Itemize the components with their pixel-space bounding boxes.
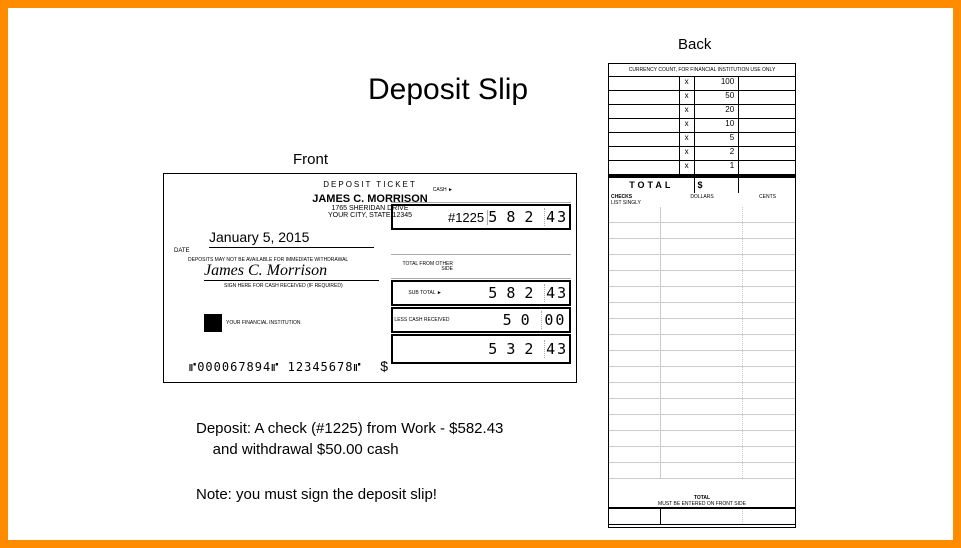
- document-frame: Deposit Slip Front Back DEPOSIT TICKET J…: [0, 0, 961, 548]
- amount-cents: 43: [545, 340, 569, 358]
- bank-logo-text: YOUR FINANCIAL INSTITUTION: [226, 320, 301, 326]
- check-line: [609, 239, 795, 255]
- amount-row-cash: CASH ►: [391, 179, 571, 203]
- note-line1: Deposit: A check (#1225) from Work - $58…: [196, 420, 503, 437]
- check-line: [609, 383, 795, 399]
- amount-row-check2: [391, 231, 571, 255]
- back-header: CURRENCY COUNT, FOR FINANCIAL INSTITUTIO…: [609, 64, 795, 77]
- check-line: [609, 207, 795, 223]
- amount-row-lesscash: LESS CASH RECEIVED 50 00: [391, 307, 571, 333]
- back-deposit-slip: CURRENCY COUNT, FOR FINANCIAL INSTITUTIO…: [608, 63, 796, 528]
- check-line: [609, 255, 795, 271]
- check-line: [609, 447, 795, 463]
- check-line: [609, 431, 795, 447]
- front-label: Front: [293, 151, 328, 168]
- amount-dollars: 582: [488, 208, 545, 226]
- denom-row: x50: [609, 91, 795, 105]
- front-deposit-slip: DEPOSIT TICKET JAMES C. MORRISON 1765 SH…: [163, 173, 577, 383]
- date-label: DATE: [174, 248, 190, 254]
- denom-row: x100: [609, 77, 795, 91]
- list-singly-label: LIST SINGLY: [611, 200, 662, 206]
- checks-header-row: CHECKS LIST SINGLY DOLLARS CENTS: [609, 193, 795, 207]
- note-line2: and withdrawal $50.00 cash: [213, 441, 399, 458]
- date-value: January 5, 2015: [209, 229, 374, 248]
- currency-table: x100x50x20x10x5x2x1: [609, 77, 795, 177]
- signature-fine-print: SIGN HERE FOR CASH RECEIVED (IF REQUIRED…: [224, 283, 343, 289]
- amount-cents: 00: [542, 311, 569, 329]
- signature: James C. Morrison: [204, 262, 379, 281]
- instruction-notes: Deposit: A check (#1225) from Work - $58…: [196, 418, 503, 529]
- cash-label: CASH ►: [391, 188, 456, 193]
- currency-total-row: TOTAL $: [609, 177, 795, 193]
- check-line: [609, 319, 795, 335]
- amount-row-check1: #1225 582 43: [391, 204, 571, 230]
- lesscash-label: LESS CASH RECEIVED: [393, 318, 452, 323]
- check-line: [609, 271, 795, 287]
- micr-line: ⑈000067894⑈ 12345678⑈: [189, 360, 362, 374]
- footer-total-row: [609, 507, 795, 525]
- page-title: Deposit Slip: [368, 73, 528, 107]
- check-line: [609, 351, 795, 367]
- denom-row: x2: [609, 147, 795, 161]
- total-label: TOTAL: [609, 178, 695, 193]
- denom-row: x5: [609, 133, 795, 147]
- check-line: [609, 287, 795, 303]
- amount-row-otherside: TOTAL FROM OTHER SIDE: [391, 255, 571, 279]
- dollars-column-label: DOLLARS: [662, 194, 742, 206]
- check-line: [609, 335, 795, 351]
- amount-cents: 43: [545, 284, 569, 302]
- check-lines: [609, 207, 795, 479]
- note-line3: Note: you must sign the deposit slip!: [196, 484, 503, 505]
- dollar-sign: $: [380, 358, 388, 374]
- denom-row: x20: [609, 105, 795, 119]
- amount-dollars: 50: [503, 311, 542, 329]
- check-line: [609, 399, 795, 415]
- subtotal-label: SUB TOTAL ►: [393, 291, 445, 296]
- total-dollar-sign: $: [695, 178, 740, 193]
- bank-logo-icon: [204, 314, 222, 332]
- back-footer: TOTAL MUST BE ENTERED ON FRONT SIDE: [609, 495, 795, 525]
- denom-row: x10: [609, 119, 795, 133]
- check-line: [609, 463, 795, 479]
- check-line: [609, 367, 795, 383]
- back-label: Back: [678, 36, 711, 53]
- check-line: [609, 303, 795, 319]
- amount-cents: 43: [545, 208, 569, 226]
- check-line: [609, 415, 795, 431]
- amount-dollars: 532: [488, 340, 545, 358]
- check-number: #1225: [445, 210, 489, 225]
- amount-row-total: 532 43: [391, 334, 571, 364]
- cents-column-label: CENTS: [742, 194, 793, 206]
- check-line: [609, 223, 795, 239]
- otherside-label: TOTAL FROM OTHER SIDE: [391, 262, 456, 272]
- amount-column: CASH ► #1225 582 43 TOTAL FROM OTHER SID…: [391, 179, 571, 365]
- denom-row: x1: [609, 161, 795, 175]
- amount-row-subtotal: SUB TOTAL ► 582 43: [391, 280, 571, 306]
- amount-dollars: 582: [488, 284, 545, 302]
